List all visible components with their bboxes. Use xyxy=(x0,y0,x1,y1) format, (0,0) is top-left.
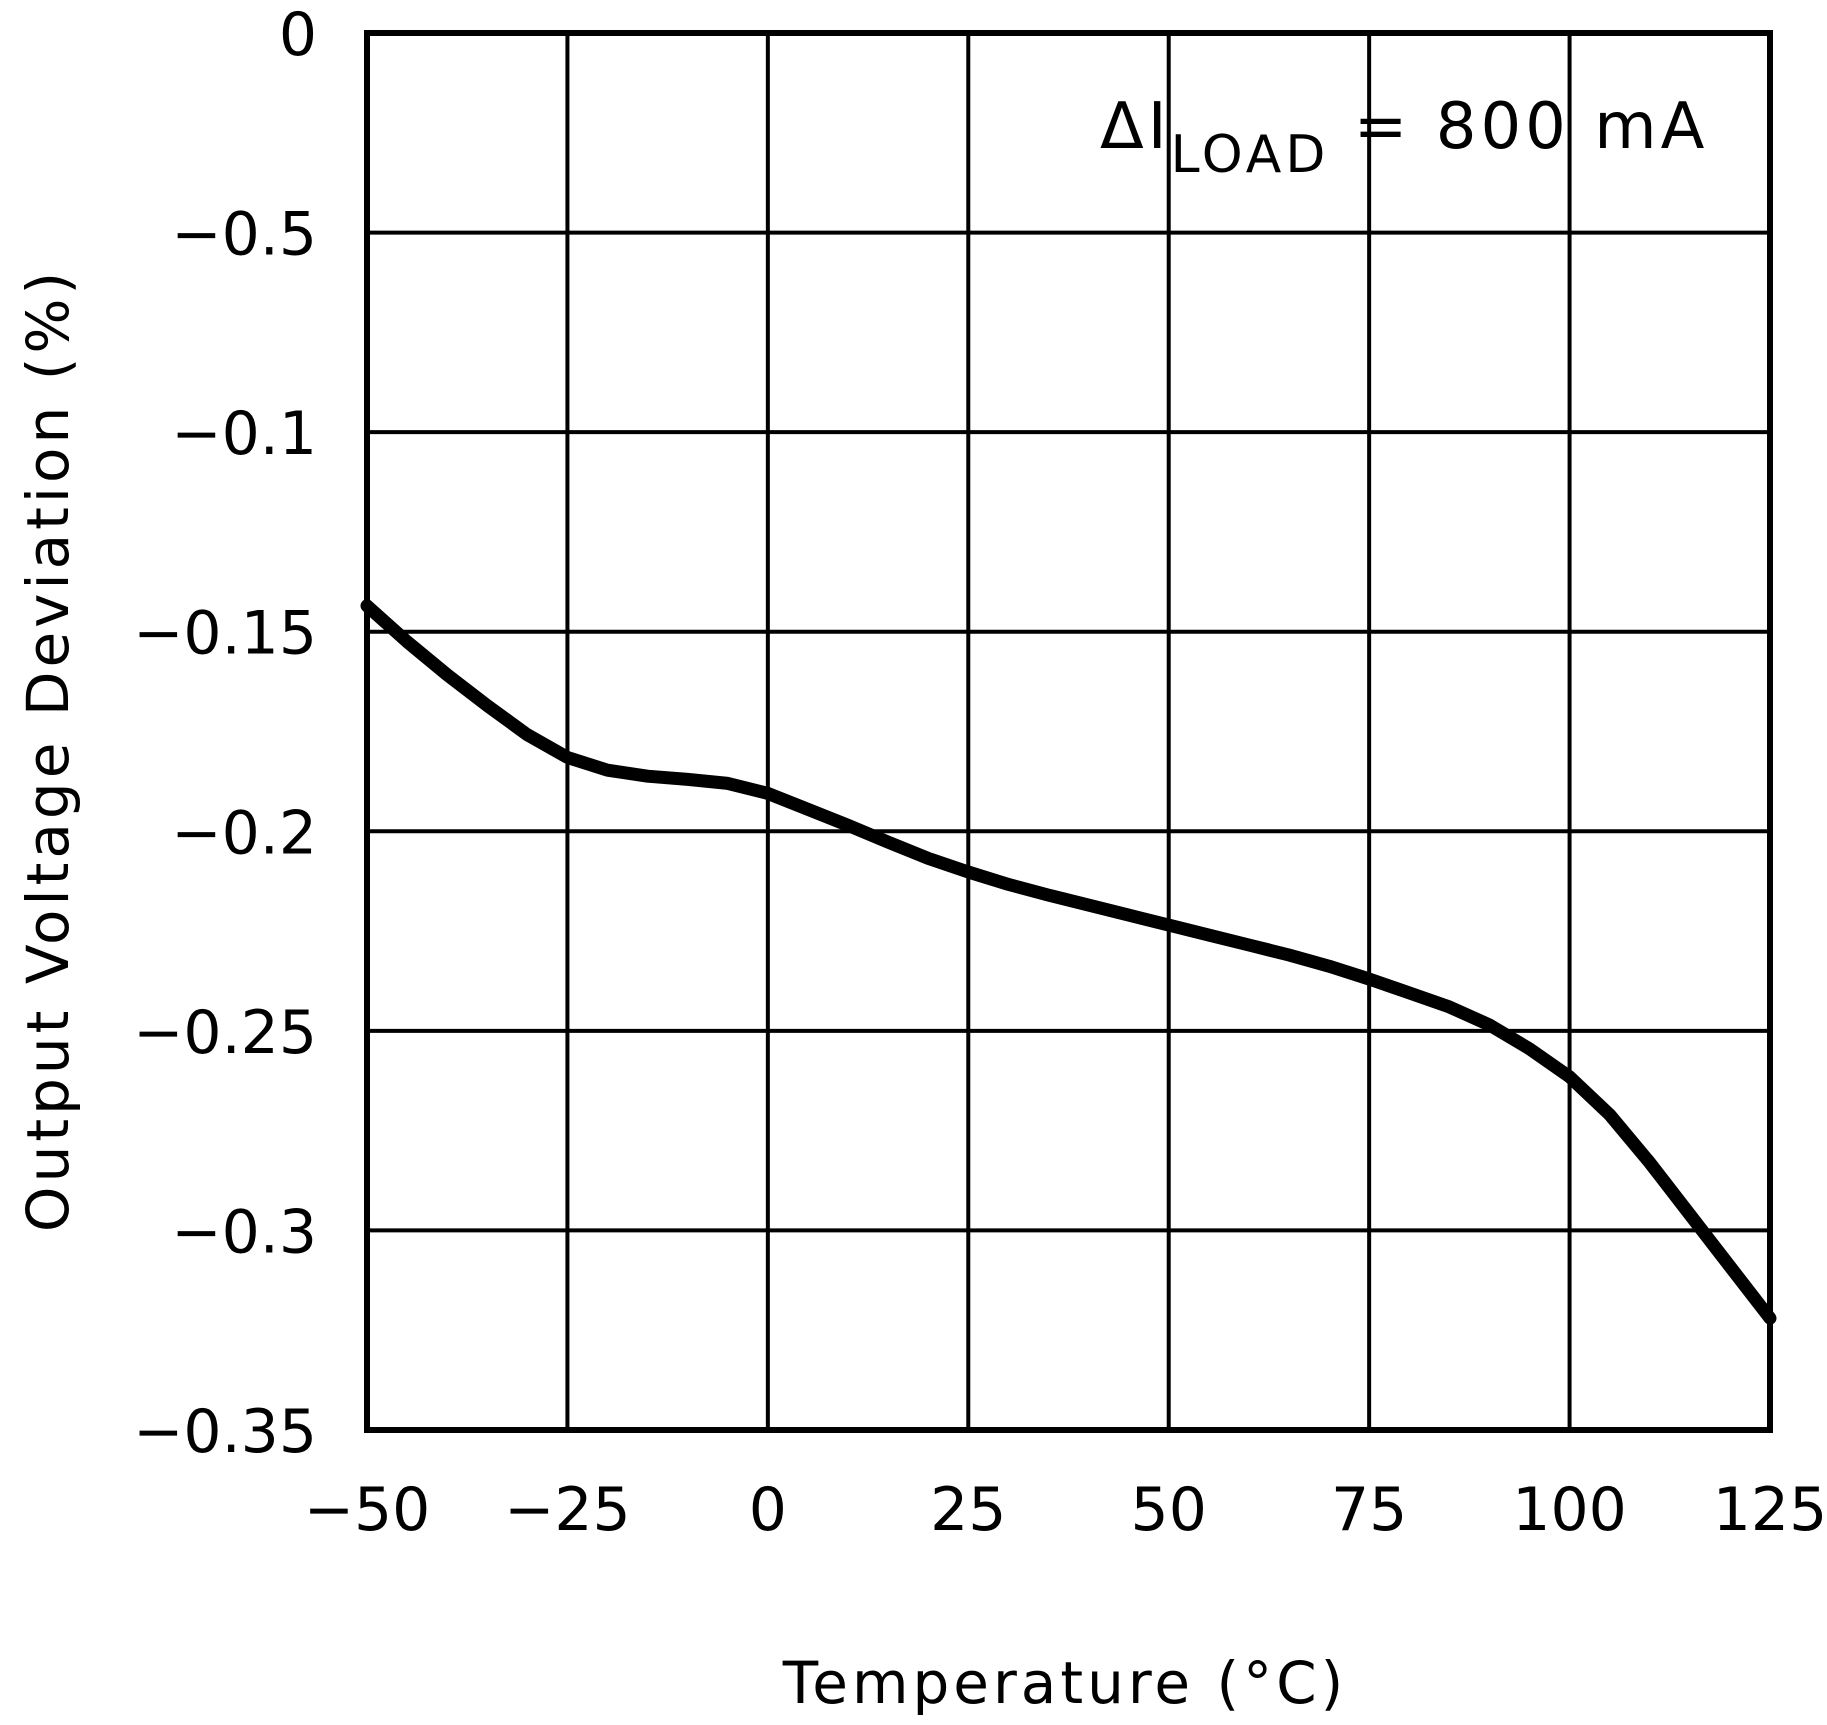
annotation-subscript: LOAD xyxy=(1171,125,1330,185)
y-tick-labels: 0 −0.5 −0.1 −0.15 −0.2 −0.25 −0.3 −0.35 xyxy=(133,0,317,1467)
x-tick-label: 125 xyxy=(1713,1475,1827,1545)
y-tick-label: −0.25 xyxy=(133,998,317,1068)
y-tick-label: −0.1 xyxy=(171,399,317,469)
x-tick-labels: −50 −25 0 25 50 75 100 125 xyxy=(304,1475,1827,1545)
x-tick-label: −50 xyxy=(304,1475,431,1545)
y-axis-label: Output Voltage Deviation (%) xyxy=(14,268,82,1232)
x-tick-label: −25 xyxy=(504,1475,631,1545)
grid-lines xyxy=(365,31,1772,1432)
y-tick-label: −0.3 xyxy=(171,1197,317,1267)
x-tick-label: 25 xyxy=(930,1475,1006,1545)
series-line xyxy=(360,599,1777,1325)
annotation-label: ΔILOAD = 800 mA xyxy=(1100,90,1708,185)
y-tick-label: −0.15 xyxy=(133,599,317,669)
annotation-suffix: = 800 mA xyxy=(1329,90,1708,164)
plot-frame xyxy=(364,30,1773,1433)
y-tick-label: −0.2 xyxy=(171,798,317,868)
y-tick-label: 0 xyxy=(279,0,317,70)
annotation-prefix: ΔI xyxy=(1100,90,1171,164)
y-tick-label: −0.5 xyxy=(171,200,317,270)
x-axis-label: Temperature (°C) xyxy=(782,1649,1348,1717)
x-tick-label: 75 xyxy=(1331,1475,1407,1545)
x-tick-label: 0 xyxy=(749,1475,787,1545)
x-tick-label: 50 xyxy=(1131,1475,1207,1545)
y-tick-label: −0.35 xyxy=(133,1397,317,1467)
x-tick-label: 100 xyxy=(1512,1475,1627,1545)
